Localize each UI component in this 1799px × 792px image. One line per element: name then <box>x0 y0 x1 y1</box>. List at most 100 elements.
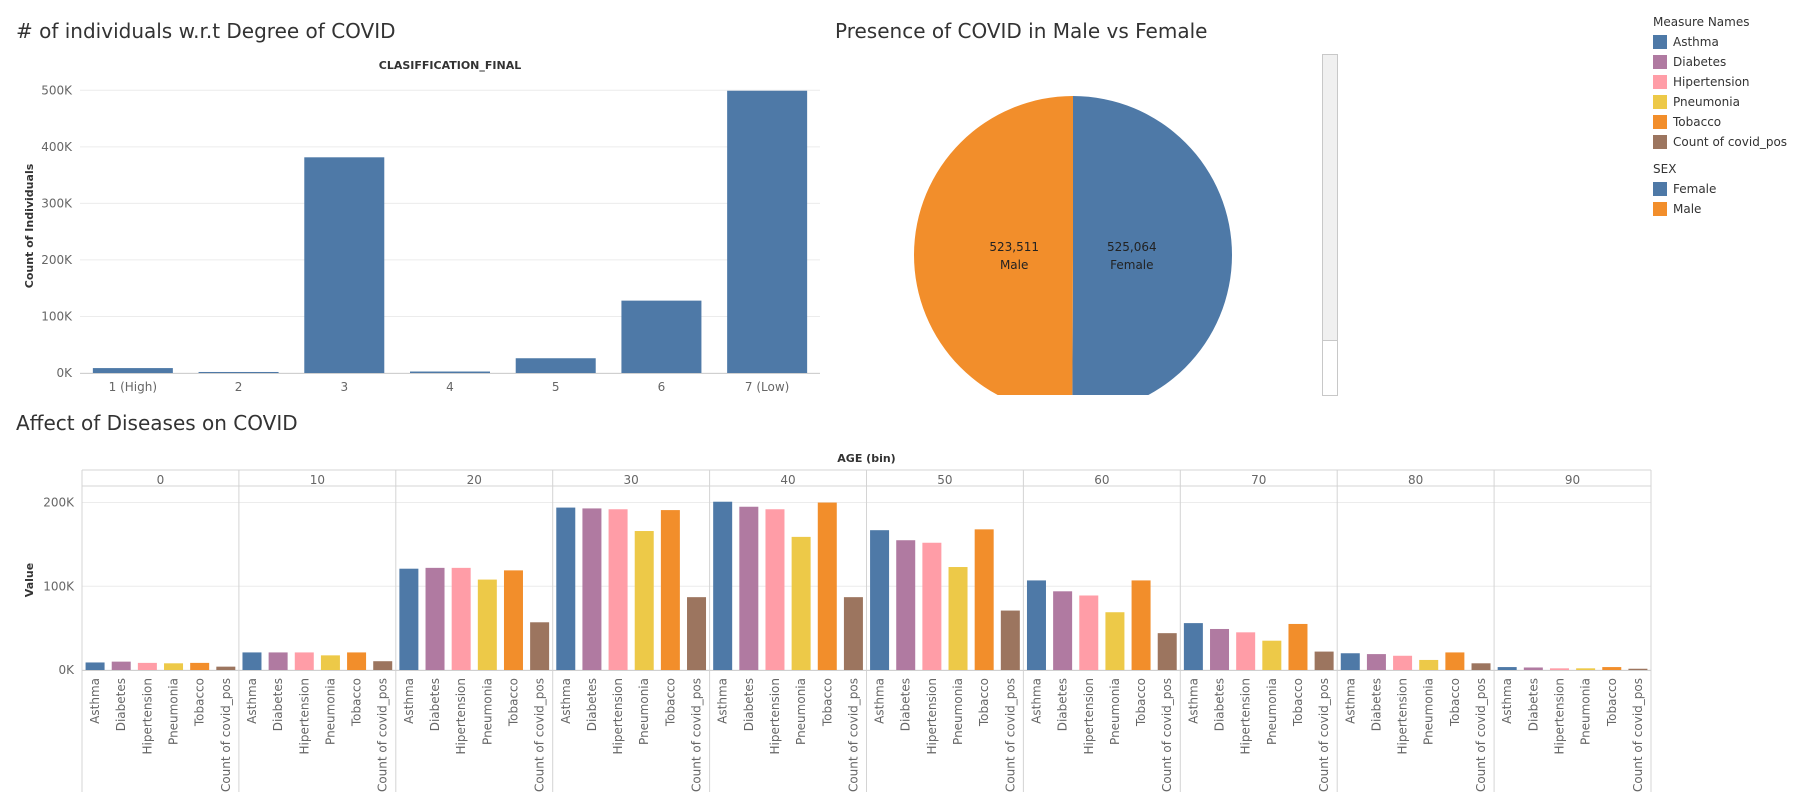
legend-item-pneumonia[interactable]: Pneumonia <box>1653 92 1787 112</box>
classification-bar-chart: CLASIFFICATION_FINAL Count of Individuals… <box>23 59 820 394</box>
bar-age80-tobacco <box>1445 652 1465 670</box>
bar-age40-count-of-covid-pos <box>843 597 863 670</box>
bar-y-tick-label: 200K <box>41 253 73 267</box>
measure-tick-label: Hipertension <box>297 678 311 755</box>
measure-tick-label: Count of covid_pos <box>1003 678 1017 792</box>
measure-tick-label: Tobacco <box>820 678 834 727</box>
legend-label: Tobacco <box>1673 115 1722 129</box>
bar-x-tick-label: 5 <box>552 380 560 394</box>
bar-age60-pneumonia <box>1105 612 1125 670</box>
legend-item-hipertension[interactable]: Hipertension <box>1653 72 1787 92</box>
legend-label: Pneumonia <box>1673 95 1740 109</box>
bar-age20-pneumonia <box>477 579 497 670</box>
bar-age40-pneumonia <box>791 536 811 670</box>
measure-tick-label: Hipertension <box>454 678 468 755</box>
measure-tick-label: Asthma <box>559 678 573 724</box>
measure-tick-label: Count of covid_pos <box>1474 678 1488 792</box>
sex-legend-title: SEX <box>1653 162 1677 176</box>
sex-legend: SEX Female Male <box>1653 162 1787 219</box>
measure-tick-label: Hipertension <box>768 678 782 755</box>
bar-age50-count-of-covid-pos <box>1000 610 1020 670</box>
measure-tick-label: Asthma <box>1029 678 1043 724</box>
bar-x-tick-label: 4 <box>446 380 454 394</box>
measure-tick-label: Asthma <box>1343 678 1357 724</box>
measure-tick-label: Count of covid_pos <box>533 678 547 792</box>
grouped-y-tick-label: 0K <box>58 663 75 677</box>
legend-item-count-of-covid-pos[interactable]: Count of covid_pos <box>1653 132 1787 152</box>
bar-age10-pneumonia <box>320 655 340 670</box>
legend-item-sex-male[interactable]: Male <box>1653 199 1787 219</box>
bar-x-tick-label: 7 (Low) <box>745 380 789 394</box>
measure-legend-title: Measure Names <box>1653 15 1750 29</box>
grouped-chart-title: Affect of Diseases on COVID <box>16 411 298 435</box>
bar-x-tick-label: 3 <box>340 380 348 394</box>
measure-tick-label: Diabetes <box>585 678 599 731</box>
measure-tick-label: Asthma <box>1500 678 1514 724</box>
bar-age60-diabetes <box>1053 591 1073 670</box>
bar-age10-hipertension <box>294 652 314 670</box>
legend-item-sex-female[interactable]: Female <box>1653 179 1787 199</box>
measure-tick-label: Pneumonia <box>951 678 965 745</box>
measure-tick-label: Diabetes <box>899 678 913 731</box>
bar-age20-hipertension <box>451 567 471 670</box>
legend-item-diabetes[interactable]: Diabetes <box>1653 52 1787 72</box>
bar-3 <box>304 157 385 373</box>
bar-chart-title: # of individuals w.r.t Degree of COVID <box>16 19 396 43</box>
bar-5 <box>515 358 596 373</box>
grouped-chart-header: AGE (bin) <box>837 452 895 465</box>
bar-age50-diabetes <box>896 540 916 670</box>
bar-age90-tobacco <box>1602 667 1622 670</box>
pie-value-label: 525,064 <box>1107 240 1157 254</box>
pie-scrollbar[interactable] <box>1322 54 1338 396</box>
bar-age10-count-of-covid-pos <box>373 661 393 670</box>
legend-item-asthma[interactable]: Asthma <box>1653 32 1787 52</box>
legend-item-tobacco[interactable]: Tobacco <box>1653 112 1787 132</box>
measure-tick-label: Pneumonia <box>167 678 181 745</box>
bar-age50-pneumonia <box>948 567 968 670</box>
bar-6 <box>621 300 702 373</box>
measure-tick-label: Asthma <box>873 678 887 724</box>
legend-label: Hipertension <box>1673 75 1750 89</box>
legend-label: Count of covid_pos <box>1673 135 1788 149</box>
bar-age30-count-of-covid-pos <box>687 597 707 670</box>
measure-tick-label: Tobacco <box>350 678 364 727</box>
bar-age40-tobacco <box>817 502 837 670</box>
bar-7low <box>727 90 808 374</box>
bar-age60-count-of-covid-pos <box>1157 633 1177 670</box>
measure-tick-label: Pneumonia <box>1265 678 1279 745</box>
measure-tick-label: Pneumonia <box>1579 678 1593 745</box>
pie-slice-male <box>914 96 1073 395</box>
legend-swatch <box>1653 55 1667 69</box>
bar-y-tick-label: 0K <box>56 366 73 380</box>
measure-tick-label: Tobacco <box>506 678 520 727</box>
bar-age70-diabetes <box>1210 628 1230 670</box>
bar-age60-asthma <box>1026 580 1046 670</box>
bar-age70-count-of-covid-pos <box>1314 651 1334 670</box>
legend-swatch <box>1653 202 1667 216</box>
bar-x-tick-label: 6 <box>658 380 666 394</box>
bar-age50-tobacco <box>974 529 994 670</box>
measure-tick-label: Diabetes <box>271 678 285 731</box>
bar-age20-diabetes <box>425 567 445 670</box>
age-bin-label: 40 <box>780 473 795 487</box>
bar-x-tick-label: 1 (High) <box>109 380 157 394</box>
grouped-y-tick-label: 200K <box>43 496 75 510</box>
bar-2 <box>198 371 279 373</box>
measure-tick-label: Pneumonia <box>1422 678 1436 745</box>
bar-age70-tobacco <box>1288 623 1308 670</box>
measure-tick-label: Diabetes <box>1213 678 1227 731</box>
age-bin-label: 80 <box>1408 473 1423 487</box>
measure-tick-label: Count of covid_pos <box>376 678 390 792</box>
age-bin-label: 70 <box>1251 473 1266 487</box>
age-bin-label: 50 <box>937 473 952 487</box>
pie-scrollbar-thumb[interactable] <box>1323 340 1337 395</box>
bar-age90-diabetes <box>1523 667 1543 670</box>
pie-slices <box>914 96 1233 395</box>
bar-y-tick-label: 500K <box>41 83 73 97</box>
bar-age20-count-of-covid-pos <box>530 622 550 670</box>
bar-age90-hipertension <box>1549 668 1569 670</box>
measure-tick-label: Asthma <box>88 678 102 724</box>
bar-age30-tobacco <box>660 510 680 670</box>
legend-label: Female <box>1673 182 1717 196</box>
bar-age40-diabetes <box>739 506 759 670</box>
